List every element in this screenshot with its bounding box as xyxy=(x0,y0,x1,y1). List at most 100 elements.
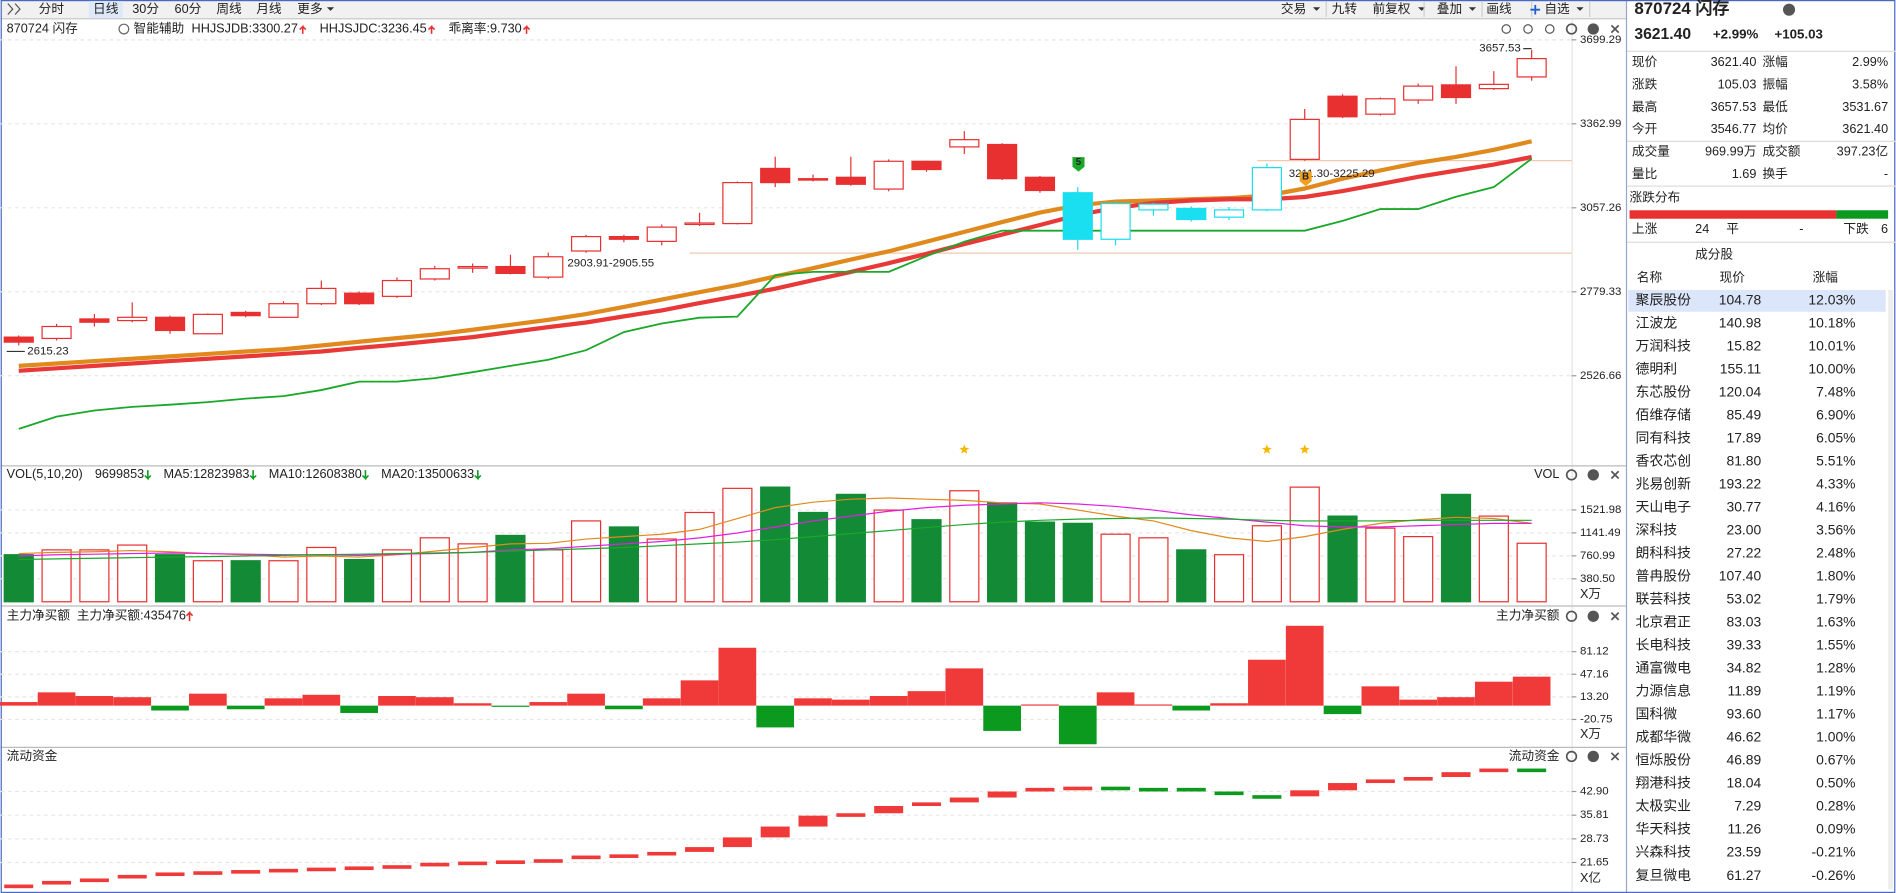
stock-name[interactable]: 华天科技 xyxy=(1636,821,1692,837)
chart-tool-icon[interactable] xyxy=(1523,24,1533,34)
tool-button[interactable]: 画线 xyxy=(1486,2,1512,16)
volume-bar xyxy=(570,520,602,603)
flow-bar xyxy=(117,874,147,879)
net-buy-bar xyxy=(831,699,870,706)
assistant-label[interactable]: 智能辅助 xyxy=(134,21,185,35)
stock-name[interactable]: 普冉股份 xyxy=(1636,568,1692,584)
tool-button[interactable]: 自选 xyxy=(1544,2,1570,16)
flow-bar xyxy=(874,805,904,814)
tool-button[interactable]: 交易 xyxy=(1281,1,1306,16)
flow-bar xyxy=(911,802,941,807)
candle-body xyxy=(1138,203,1169,211)
stock-name[interactable]: 翔港科技 xyxy=(1636,775,1692,791)
tool-button[interactable]: 前复权 xyxy=(1372,1,1410,16)
y-tick-label: 13.20 xyxy=(1580,691,1609,703)
stock-name[interactable]: 长电科技 xyxy=(1636,637,1692,653)
help-icon[interactable] xyxy=(1587,469,1599,481)
volume-bar xyxy=(684,511,715,603)
y-tick-label: 2526.66 xyxy=(1580,370,1621,382)
stock-change: -0.21% xyxy=(1812,844,1856,860)
stock-change: 10.00% xyxy=(1808,361,1855,377)
y-tick-label: 1521.98 xyxy=(1580,504,1621,516)
close-icon[interactable] xyxy=(1610,752,1620,761)
settings-icon[interactable] xyxy=(1565,23,1578,35)
quote-change-pct: +2.99% xyxy=(1713,27,1759,42)
period-tab[interactable]: 60分 xyxy=(175,2,202,16)
collapse-icon[interactable] xyxy=(14,3,21,15)
stock-name[interactable]: 天山电子 xyxy=(1636,499,1692,515)
flow-bar xyxy=(533,859,563,863)
period-tab[interactable]: 日线 xyxy=(93,2,119,16)
trend-arrow xyxy=(299,24,307,34)
net-buy-bar xyxy=(0,702,38,706)
stock-name[interactable]: 恒烁股份 xyxy=(1636,752,1692,768)
stock-name[interactable]: 朗科科技 xyxy=(1636,545,1692,561)
net-buy-bar xyxy=(1512,676,1551,706)
quote-label: 最高 xyxy=(1632,99,1657,114)
stock-name[interactable]: 北京君正 xyxy=(1636,614,1692,630)
volume-bar xyxy=(344,558,375,603)
close-icon[interactable] xyxy=(1610,470,1620,480)
stock-name[interactable]: 香农芯创 xyxy=(1636,453,1692,469)
net-buy-bar xyxy=(1134,704,1173,706)
close-icon[interactable] xyxy=(1610,24,1620,34)
period-tab[interactable]: 更多 xyxy=(297,2,322,16)
stock-name[interactable]: 通富微电 xyxy=(1636,660,1692,676)
stock-name[interactable]: 同有科技 xyxy=(1636,430,1692,446)
period-tab[interactable]: 月线 xyxy=(256,2,282,16)
stock-price: 120.04 xyxy=(1719,384,1762,400)
column-header: 名称 xyxy=(1637,269,1663,284)
net-buy-bar xyxy=(1021,704,1059,706)
stock-name[interactable]: 聚辰股份 xyxy=(1636,292,1692,308)
tool-button[interactable]: 九转 xyxy=(1332,2,1358,16)
quote-label: 均价 xyxy=(1762,122,1788,136)
collapse-icon[interactable] xyxy=(7,3,14,15)
help-icon[interactable] xyxy=(1587,610,1599,622)
stock-name[interactable]: 复旦微电 xyxy=(1636,867,1692,883)
stock-name[interactable]: 太极实业 xyxy=(1636,798,1692,814)
stock-name[interactable]: 国科微 xyxy=(1636,706,1678,722)
stock-name[interactable]: 深科技 xyxy=(1636,522,1678,538)
stock-name[interactable]: 联芸科技 xyxy=(1636,591,1692,607)
stock-name[interactable]: 东芯股份 xyxy=(1636,384,1692,400)
chart-tool-icon[interactable] xyxy=(1501,24,1512,34)
tool-button[interactable]: 叠加 xyxy=(1437,2,1462,16)
info-icon[interactable] xyxy=(1782,3,1796,16)
candle-body xyxy=(835,176,866,185)
stock-name[interactable]: 佰维存储 xyxy=(1636,407,1692,423)
settings-icon[interactable] xyxy=(1565,469,1578,481)
net-buy-bar xyxy=(264,698,303,706)
stock-name[interactable]: 力源信息 xyxy=(1636,683,1692,699)
row-selected xyxy=(1628,290,1886,312)
stock-name[interactable]: 德明利 xyxy=(1636,361,1678,377)
stock-name[interactable]: 江波龙 xyxy=(1636,315,1678,331)
indicator-label: HHJSJDC:3236.45 xyxy=(320,21,427,35)
settings-icon[interactable] xyxy=(1565,750,1578,763)
settings-icon[interactable] xyxy=(1565,610,1578,622)
y-tick-label: 3362.99 xyxy=(1580,118,1621,130)
stock-price: 17.89 xyxy=(1727,430,1762,446)
stock-name[interactable]: 成都华微 xyxy=(1636,729,1692,745)
quote-value: 969.99万 xyxy=(1705,145,1756,159)
net-buy-bar xyxy=(1172,705,1211,711)
period-tab[interactable]: 30分 xyxy=(132,2,159,16)
assistant-toggle[interactable] xyxy=(118,23,130,35)
quote-label: 成交额 xyxy=(1762,144,1800,159)
period-tab[interactable]: 分时 xyxy=(39,2,65,16)
flow-bar xyxy=(344,866,374,871)
help-icon[interactable] xyxy=(1587,750,1599,763)
stock-change: 1.79% xyxy=(1816,591,1855,607)
period-tab[interactable]: 周线 xyxy=(216,2,242,16)
close-icon[interactable] xyxy=(1610,612,1620,621)
stock-name[interactable]: 万润科技 xyxy=(1636,338,1692,354)
stock-name[interactable]: 兴森科技 xyxy=(1636,844,1692,860)
net-buy-bar xyxy=(1210,703,1248,706)
chart-tool-icon[interactable] xyxy=(1544,24,1555,34)
help-icon[interactable] xyxy=(1587,23,1599,35)
net-buy-bar xyxy=(642,698,681,706)
stock-name[interactable]: 兆易创新 xyxy=(1636,476,1692,492)
volume-bar xyxy=(1100,533,1131,603)
stock-price: 39.33 xyxy=(1727,637,1762,653)
flow-bar xyxy=(306,867,336,872)
